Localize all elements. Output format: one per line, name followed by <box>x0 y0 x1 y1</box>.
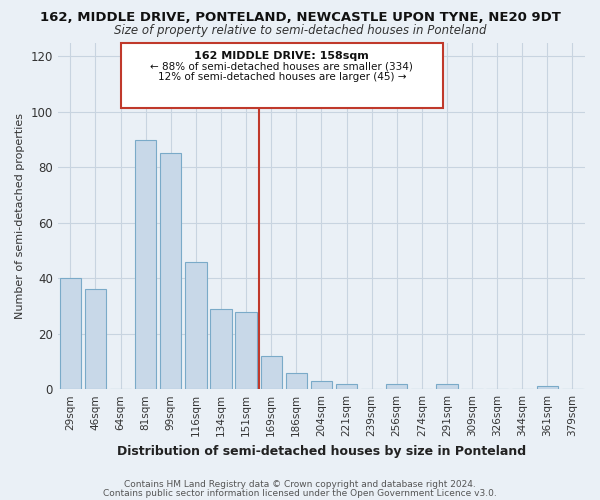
Text: Contains public sector information licensed under the Open Government Licence v3: Contains public sector information licen… <box>103 488 497 498</box>
Bar <box>311 381 332 389</box>
Bar <box>386 384 407 389</box>
Text: 162 MIDDLE DRIVE: 158sqm: 162 MIDDLE DRIVE: 158sqm <box>194 51 369 61</box>
Text: Size of property relative to semi-detached houses in Ponteland: Size of property relative to semi-detach… <box>114 24 486 37</box>
Text: 162, MIDDLE DRIVE, PONTELAND, NEWCASTLE UPON TYNE, NE20 9DT: 162, MIDDLE DRIVE, PONTELAND, NEWCASTLE … <box>40 11 560 24</box>
Bar <box>185 262 206 389</box>
Bar <box>135 140 157 389</box>
Text: 12% of semi-detached houses are larger (45) →: 12% of semi-detached houses are larger (… <box>158 72 406 82</box>
X-axis label: Distribution of semi-detached houses by size in Ponteland: Distribution of semi-detached houses by … <box>117 444 526 458</box>
Text: Contains HM Land Registry data © Crown copyright and database right 2024.: Contains HM Land Registry data © Crown c… <box>124 480 476 489</box>
Bar <box>436 384 458 389</box>
Bar <box>235 312 257 389</box>
Bar <box>85 290 106 389</box>
Bar <box>536 386 558 389</box>
Text: ← 88% of semi-detached houses are smaller (334): ← 88% of semi-detached houses are smalle… <box>151 62 413 72</box>
Bar <box>160 154 181 389</box>
FancyBboxPatch shape <box>121 42 443 108</box>
Bar <box>260 356 282 389</box>
Bar <box>336 384 357 389</box>
Bar <box>59 278 81 389</box>
Bar <box>211 309 232 389</box>
Y-axis label: Number of semi-detached properties: Number of semi-detached properties <box>15 113 25 319</box>
Bar <box>286 372 307 389</box>
